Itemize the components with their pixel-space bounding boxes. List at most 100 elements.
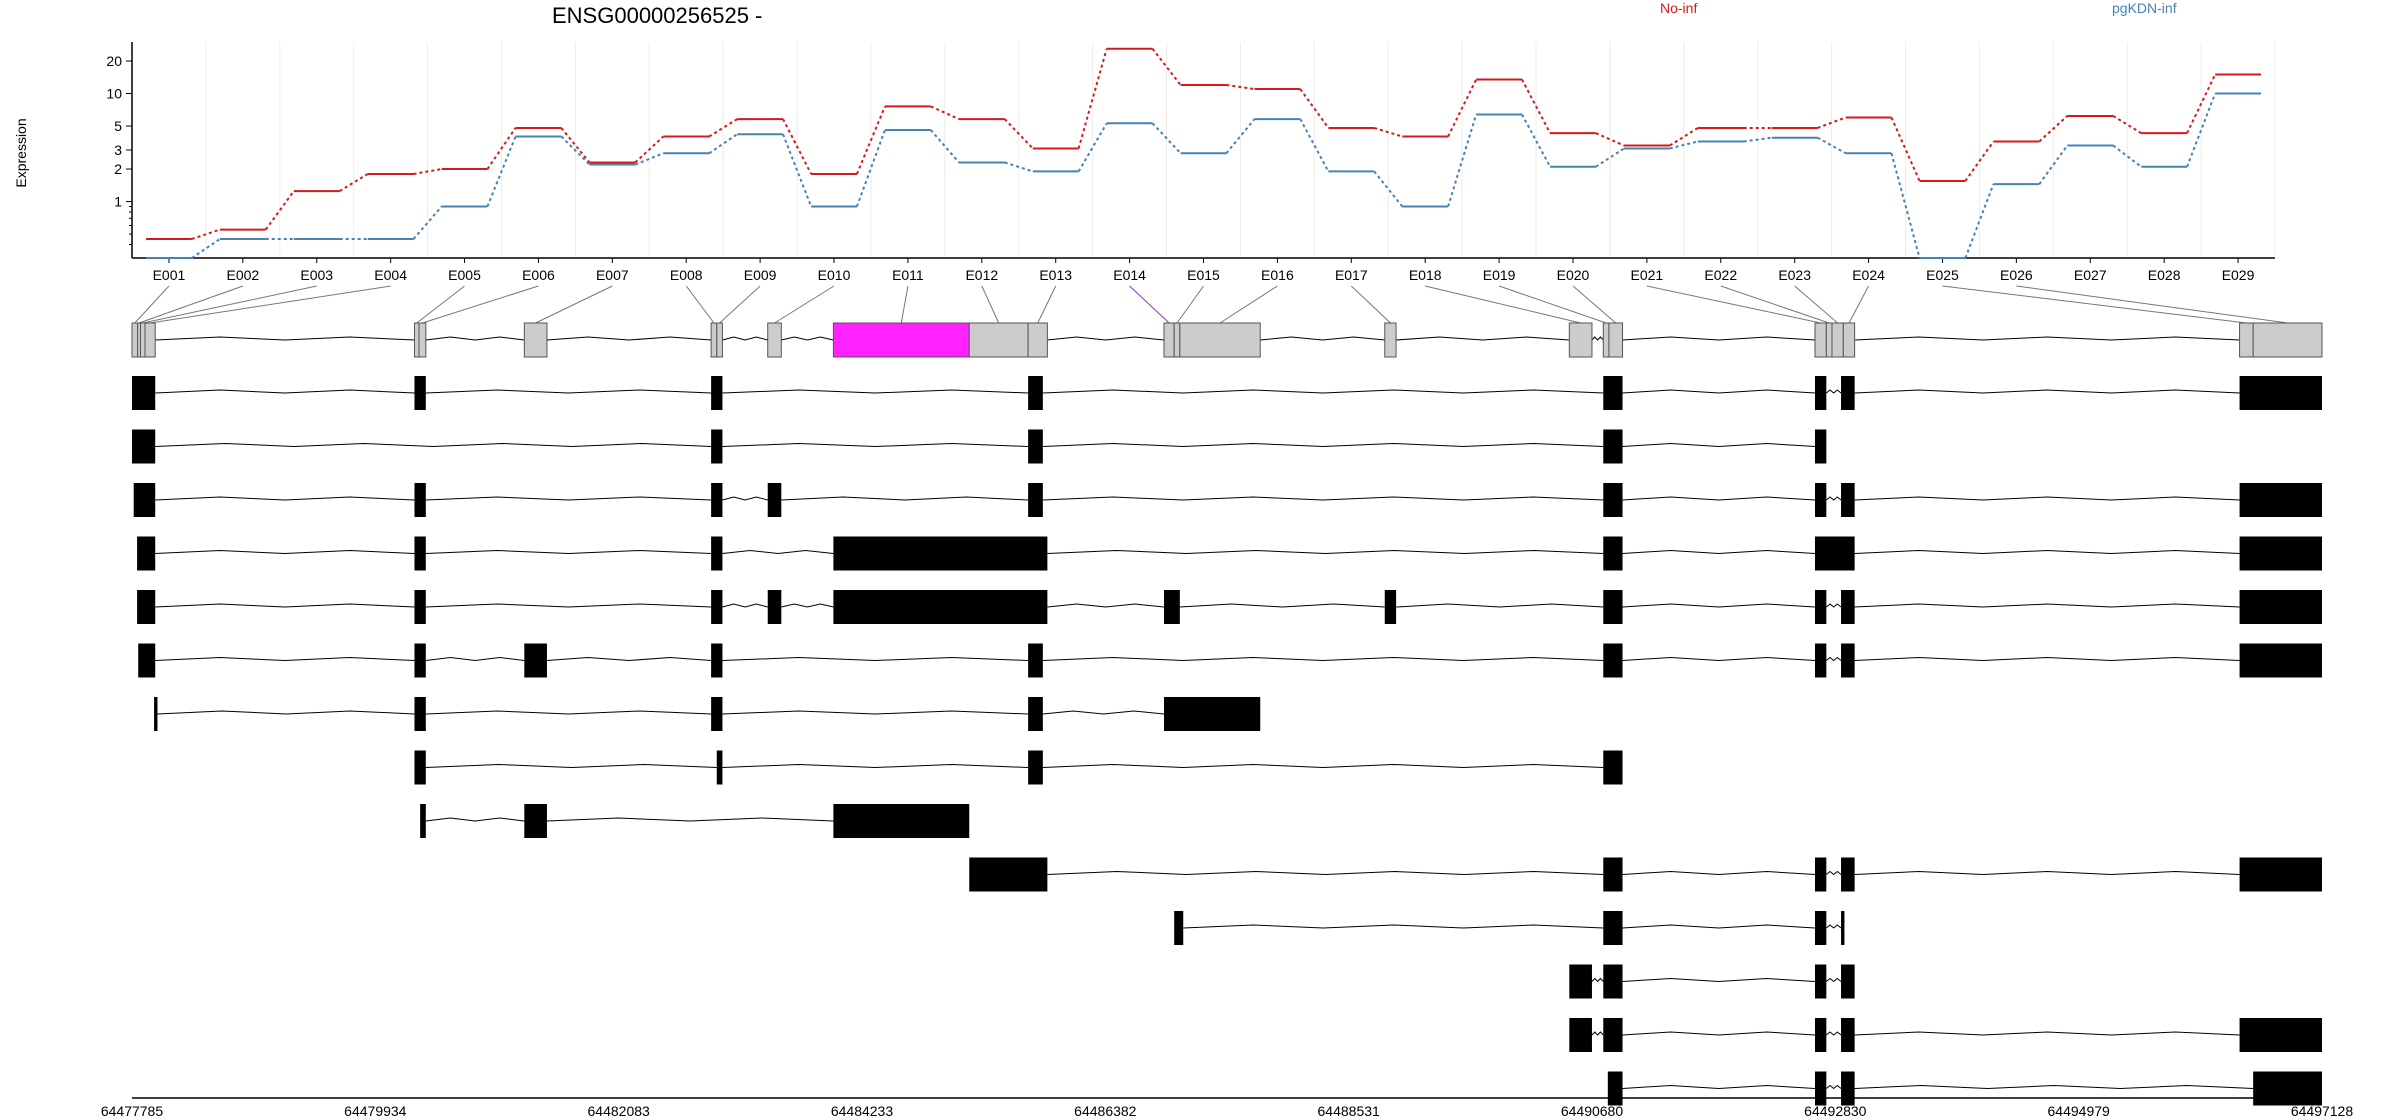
transcript-exon: [2239, 857, 2322, 892]
intron: [546, 656, 712, 662]
transcript-exon: [1569, 964, 1592, 999]
exon-box: [1842, 322, 1856, 358]
exon-box: [2252, 322, 2323, 358]
intron: [1042, 496, 1604, 501]
transcript-exon: [1028, 643, 1043, 678]
transcript-row: [137, 590, 2322, 624]
exon-connector: [1720, 285, 1830, 324]
series-connector: [930, 105, 960, 120]
transcript-exon: [833, 536, 1048, 571]
series-1: [146, 47, 2261, 240]
x-tick-label: E009: [744, 267, 777, 283]
series-connector: [856, 106, 886, 175]
intron: [425, 389, 712, 394]
genomic-tick-label: 64477785: [101, 1103, 164, 1119]
transcript-row: [138, 643, 2322, 678]
transcript-exon: [1841, 483, 1855, 517]
intron: [1826, 977, 1842, 983]
intron: [157, 710, 415, 715]
transcript-exon: [414, 376, 426, 410]
exon-box: [1825, 322, 1833, 358]
genomic-tick-label: 64490680: [1561, 1103, 1624, 1119]
plot-axes: 1 2 3 5 10 20 E001 E002 E003 E004 E005 E006 E007 E008…: [106, 42, 2275, 283]
x-tick-label: E008: [670, 267, 703, 283]
transcript-exon: [1028, 750, 1043, 785]
transcript-exon: [132, 429, 156, 464]
x-tick-label: E021: [1631, 267, 1664, 283]
intron: [1591, 1031, 1604, 1036]
transcript-row: [414, 750, 1623, 785]
exon-connector: [981, 285, 1000, 324]
intron: [425, 656, 525, 662]
intron: [1826, 656, 1842, 662]
exon-connector: [1129, 285, 1170, 324]
exon-box: [1179, 322, 1261, 358]
intron: [1622, 656, 1816, 662]
exon-track: [131, 322, 2323, 358]
transcript-row: [133, 483, 2322, 517]
x-tick-label: E006: [522, 267, 555, 283]
intron: [1854, 1031, 2240, 1036]
exon-connector: [900, 285, 909, 324]
intron: [1042, 656, 1604, 662]
x-tick-label: E014: [1113, 267, 1146, 283]
exon-box: [1568, 322, 1593, 358]
transcript-exon: [1603, 376, 1623, 410]
transcript-exon: [1603, 911, 1623, 945]
transcript-exon: [1607, 1071, 1623, 1106]
exon-connector: [1219, 285, 1278, 324]
intron: [1042, 442, 1604, 448]
series-connector: [486, 136, 517, 207]
transcript-exon: [969, 857, 1048, 892]
exon-box: [1602, 322, 1610, 358]
chart-title: ENSG00000256525 -: [552, 3, 762, 28]
transcript-exon: [154, 697, 158, 731]
transcript-exon: [414, 750, 426, 785]
exon-connector: [1350, 285, 1391, 324]
exon-box: [1831, 322, 1844, 358]
transcript-exon: [711, 483, 723, 517]
intron: [722, 763, 1029, 769]
transcript-exon: [1841, 964, 1855, 999]
series-connector: [486, 127, 517, 170]
x-tick-label: E023: [1778, 267, 1811, 283]
transcript-exon: [1174, 911, 1184, 945]
intron: [781, 336, 834, 341]
intron: [781, 603, 834, 608]
intron: [1826, 1084, 1842, 1090]
exon-connector: [719, 285, 761, 324]
transcript-exon: [1841, 590, 1855, 624]
series-connector: [1003, 118, 1034, 150]
intron: [155, 336, 415, 341]
x-tick-label: E010: [818, 267, 851, 283]
exon-connector: [1848, 285, 1870, 324]
series-connector: [1521, 113, 1551, 168]
intron: [1622, 442, 1816, 448]
genomic-tick-label: 64486382: [1074, 1103, 1137, 1119]
exon-box: [968, 322, 1029, 358]
transcript-exon: [833, 804, 970, 838]
intron: [1622, 977, 1816, 983]
intron: [155, 603, 415, 608]
x-tick-label: E025: [1926, 267, 1959, 283]
intron: [1826, 496, 1842, 501]
intron: [722, 710, 1029, 715]
x-tick-label: E026: [2000, 267, 2033, 283]
transcript-exon: [414, 697, 426, 731]
transcript-exon: [716, 750, 723, 785]
intron: [1042, 389, 1604, 394]
transcript-exon: [711, 429, 723, 464]
transcript-exon: [711, 536, 723, 571]
series-connector: [1817, 136, 1847, 155]
y-axis-label: Expression: [13, 118, 29, 187]
genomic-tick-label: 64497128: [2291, 1103, 2354, 1119]
transcript-exon: [1815, 964, 1827, 999]
transcript-exon: [1603, 536, 1623, 571]
intron: [1622, 496, 1816, 501]
transcript-exon: [1841, 376, 1855, 410]
exon-connector: [422, 285, 539, 324]
intron: [155, 442, 712, 448]
transcript-exon: [1815, 1071, 1827, 1106]
intron: [1396, 603, 1604, 608]
transcript-exon: [833, 590, 1048, 624]
